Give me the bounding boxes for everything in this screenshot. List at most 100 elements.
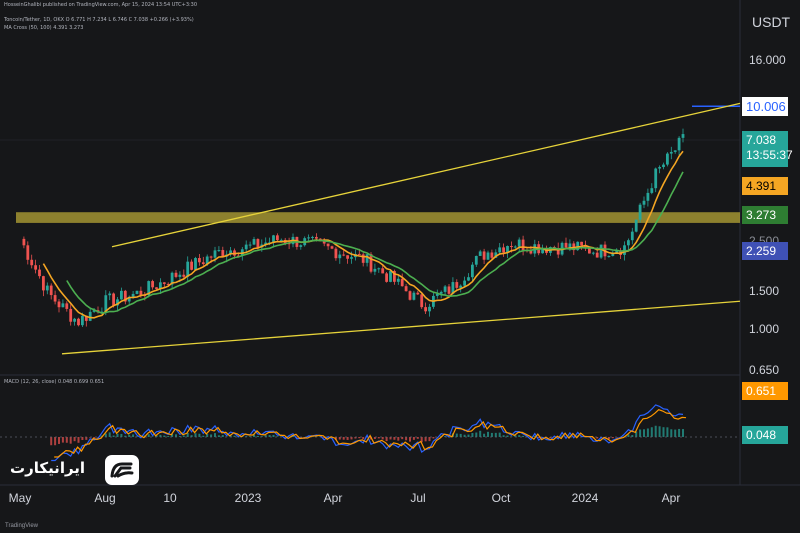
ma-fast-line — [42, 150, 684, 319]
macd-legend[interactable]: MACD (12, 26, close) 0.048 0.699 0.651 — [4, 379, 105, 385]
macd-histogram-bar — [670, 429, 673, 437]
upper-trendline — [111, 102, 741, 248]
candle-body — [57, 301, 61, 308]
x-tick-jul: Jul — [410, 491, 426, 505]
candle-body — [396, 278, 400, 282]
macd-histogram-bar — [662, 427, 665, 437]
candle-body — [213, 250, 217, 258]
low-price-tag[interactable]: 2.259 — [742, 242, 788, 260]
candle-body — [322, 240, 326, 244]
symbol-info[interactable]: Toncoin/Tether, 1D, OKX O 6.771 H 7.234 … — [4, 17, 194, 23]
candle-body — [435, 293, 439, 296]
ma-cross-legend[interactable]: MA Cross (50, 100) 4.391 3.273 — [4, 25, 84, 31]
candle-body — [389, 271, 392, 282]
candle-body — [53, 295, 57, 302]
macd-histogram-bar — [112, 435, 115, 437]
macd-histogram-bar — [643, 429, 645, 437]
macd-histogram-bar — [350, 437, 353, 440]
macd-histogram-bar — [682, 429, 684, 437]
macd-histogram-bar — [116, 433, 119, 437]
macd-histogram-bar — [245, 436, 248, 437]
candle-body — [529, 250, 533, 254]
candle-countdown: 13:55:37 — [746, 148, 793, 162]
macd-histogram-bar — [444, 436, 447, 437]
macd-histogram-bar — [373, 437, 376, 439]
macd-histogram-bar — [518, 435, 521, 437]
candle-body — [252, 239, 256, 245]
macd-histogram-bar — [104, 433, 107, 437]
candle-body — [104, 295, 108, 312]
macd-histogram-bar — [631, 435, 634, 437]
macd-histogram-bar — [178, 436, 181, 437]
macd-histogram-bar — [405, 437, 408, 441]
macd-histogram-bar — [358, 437, 361, 439]
macd-histogram-bar — [381, 437, 384, 440]
macd-histogram-bar — [264, 435, 267, 437]
macd-signal-tag[interactable]: 0.651 — [742, 382, 788, 400]
candle-body — [377, 268, 381, 270]
macd-histogram-tag[interactable]: 0.048 — [742, 426, 788, 444]
macd-histogram-bar — [175, 434, 177, 437]
x-tick-2023: 2023 — [234, 491, 262, 505]
currency-label[interactable]: USDT — [752, 14, 791, 30]
macd-histogram-bar — [514, 435, 517, 437]
macd-histogram-bar — [221, 435, 224, 437]
tradingview-footer[interactable]: TradingView — [5, 523, 39, 529]
candle-body — [244, 244, 248, 250]
macd-histogram-bar — [506, 435, 509, 437]
macd-histogram-bar — [276, 436, 279, 437]
candle-body — [416, 292, 420, 295]
candle-body — [677, 137, 681, 151]
macd-histogram-bar — [487, 431, 489, 437]
candle-body — [451, 282, 455, 294]
macd-histogram-bar — [479, 430, 482, 437]
candle-body — [564, 242, 568, 248]
macd-histogram-bar — [596, 437, 599, 439]
irancart-logo-icon — [105, 455, 139, 485]
candle-body — [607, 255, 611, 257]
candle-body — [517, 239, 521, 247]
candle-body — [400, 278, 404, 287]
macd-histogram-bar — [627, 434, 630, 437]
candle-body — [576, 241, 580, 251]
candle-body — [471, 264, 474, 278]
macd-histogram-bar — [65, 437, 68, 443]
candle-body — [159, 282, 162, 289]
candle-body — [439, 291, 443, 294]
candle-body — [155, 287, 158, 289]
macd-histogram-bar — [253, 434, 255, 437]
horizontal-line-price-tag[interactable]: 10.006 — [742, 97, 788, 116]
last-price-tag[interactable]: 7.038 13:55:37 — [742, 131, 793, 167]
candle-body — [506, 246, 509, 253]
candle-body — [77, 318, 80, 326]
macd-histogram-bar — [483, 433, 486, 437]
ma-slow-price-tag[interactable]: 3.273 — [742, 206, 788, 224]
candle-body — [127, 296, 131, 302]
macd-histogram-bar — [77, 437, 80, 443]
macd-histogram-bar — [93, 437, 96, 438]
macd-histogram-bar — [147, 434, 150, 437]
macd-histogram-bar — [498, 432, 501, 437]
candle-body — [139, 290, 143, 296]
ma-fast-price-tag[interactable]: 4.391 — [742, 177, 788, 195]
candle-body — [30, 259, 34, 266]
macd-histogram-bar — [206, 434, 209, 437]
candle-body — [186, 261, 190, 277]
candle-body — [615, 251, 619, 254]
macd-histogram-bar — [151, 436, 154, 437]
candle-body — [276, 235, 279, 241]
x-tick-apr-2024: Apr — [661, 491, 681, 505]
candle-body — [69, 308, 73, 322]
x-tick-apr-2023: Apr — [323, 491, 343, 505]
macd-histogram-bar — [233, 435, 236, 437]
candle-body — [681, 134, 685, 138]
macd-histogram-bar — [467, 434, 470, 437]
candle-body — [229, 250, 232, 255]
candle-body — [443, 286, 447, 292]
candle-body — [84, 315, 88, 321]
macd-histogram-bar — [81, 437, 84, 441]
candle-body — [447, 286, 451, 294]
candle-body — [178, 274, 182, 277]
candle-body — [307, 237, 310, 239]
